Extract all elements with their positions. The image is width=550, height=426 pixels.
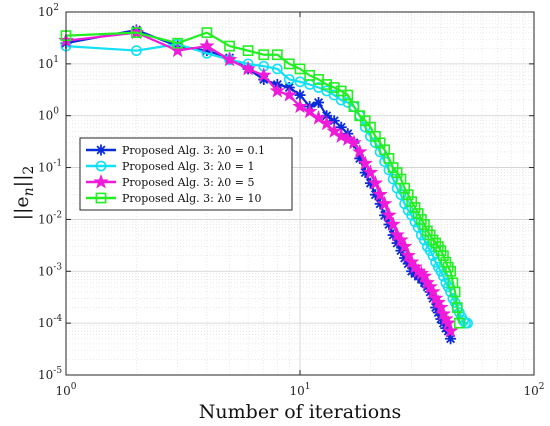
- data-point: [131, 45, 142, 57]
- data-point: [416, 268, 433, 283]
- data-point: [240, 60, 256, 76]
- data-point: [294, 76, 306, 88]
- legend-label: Proposed Alg. 3: λ0 = 5: [122, 176, 255, 189]
- legend-entry: Proposed Alg. 3: λ0 = 5: [86, 173, 255, 189]
- legend-marker: [95, 192, 107, 204]
- legend-marker: [93, 173, 109, 189]
- data-point: [172, 37, 184, 49]
- data-point: [437, 250, 449, 262]
- data-point: [258, 49, 270, 61]
- legend-label: Proposed Alg. 3: λ0 = 10: [122, 192, 262, 205]
- legend-entry: Proposed Alg. 3: λ0 = 10: [86, 192, 262, 205]
- data-point: [425, 283, 441, 299]
- data-point: [393, 231, 409, 247]
- data-point: [445, 265, 456, 277]
- data-point: [292, 98, 308, 114]
- data-point: [328, 82, 340, 93]
- grid: [66, 12, 534, 375]
- data-point: [342, 89, 354, 101]
- data-point: [396, 238, 413, 254]
- y-tick-label: 101: [38, 55, 59, 71]
- data-point: [440, 314, 457, 330]
- y-tick-label: 10-3: [38, 262, 62, 278]
- data-point: [399, 182, 411, 194]
- data-point: [351, 143, 368, 159]
- y-tick-label: 10-2: [38, 210, 62, 226]
- data-point: [271, 49, 283, 61]
- y-tick-label: 10-5: [38, 366, 62, 382]
- legend-label: Proposed Alg. 3: λ0 = 1: [122, 160, 255, 173]
- data-point: [131, 27, 142, 39]
- data-point: [283, 58, 295, 70]
- data-point: [333, 128, 350, 144]
- y-axis-label: ||en||2: [11, 166, 37, 221]
- series-layer: [58, 24, 473, 345]
- x-tick-label: 101: [289, 382, 310, 398]
- data-point: [402, 189, 414, 201]
- y-tick-label: 100: [38, 107, 59, 123]
- x-axis-label: Number of iterations: [199, 401, 401, 423]
- legend: Proposed Alg. 3: λ0 = 0.1 Proposed Alg. 3…: [79, 137, 293, 211]
- data-point: [283, 74, 295, 85]
- x-tick-label: 100: [55, 382, 76, 398]
- series-4: [60, 27, 465, 329]
- legend-label: Proposed Alg. 3: λ0 = 0.1: [122, 144, 265, 157]
- data-point: [433, 299, 449, 315]
- data-point: [348, 101, 360, 112]
- y-tick-label: 10-4: [38, 314, 62, 330]
- data-point: [294, 63, 306, 75]
- y-tick-label: 102: [38, 3, 59, 19]
- data-point: [271, 63, 283, 75]
- data-point: [409, 202, 421, 213]
- data-point: [313, 96, 325, 108]
- data-point: [310, 109, 327, 125]
- data-point: [385, 216, 401, 232]
- legend-marker: [95, 160, 107, 172]
- data-point: [395, 189, 407, 201]
- data-point: [400, 247, 417, 263]
- data-point: [372, 186, 388, 202]
- series-3: [58, 24, 459, 338]
- data-point: [281, 86, 298, 102]
- ticks: 100 101 102 10-5 10-4 10-3 10-2 10-1 100 101 102: [38, 3, 545, 398]
- data-point: [454, 317, 465, 329]
- legend-entry: Proposed Alg. 3: λ0 = 1: [86, 160, 255, 173]
- data-point: [462, 317, 473, 329]
- data-point: [269, 82, 286, 98]
- x-tick-label: 102: [523, 382, 544, 398]
- data-point: [442, 322, 459, 338]
- data-point: [321, 79, 333, 90]
- data-point: [294, 89, 306, 101]
- data-point: [301, 103, 318, 119]
- data-point: [418, 219, 430, 230]
- data-point: [449, 286, 461, 298]
- data-point: [346, 134, 362, 150]
- data-point: [362, 164, 379, 180]
- legend-entry: Proposed Alg. 3: λ0 = 0.1: [86, 144, 265, 157]
- y-tick-label: 10-1: [38, 159, 62, 175]
- data-point: [255, 67, 272, 83]
- data-point: [199, 37, 215, 53]
- data-point: [357, 155, 374, 171]
- data-point: [451, 302, 463, 313]
- data-point: [376, 195, 393, 211]
- data-point: [318, 115, 335, 131]
- data-point: [412, 208, 424, 219]
- data-point: [221, 51, 238, 67]
- legend-marker: [95, 144, 107, 156]
- data-point: [224, 40, 235, 52]
- data-point: [242, 45, 254, 57]
- data-point: [367, 174, 384, 190]
- data-point: [406, 196, 418, 208]
- data-point: [381, 207, 397, 223]
- data-point: [201, 27, 213, 39]
- series-line: [65, 43, 468, 325]
